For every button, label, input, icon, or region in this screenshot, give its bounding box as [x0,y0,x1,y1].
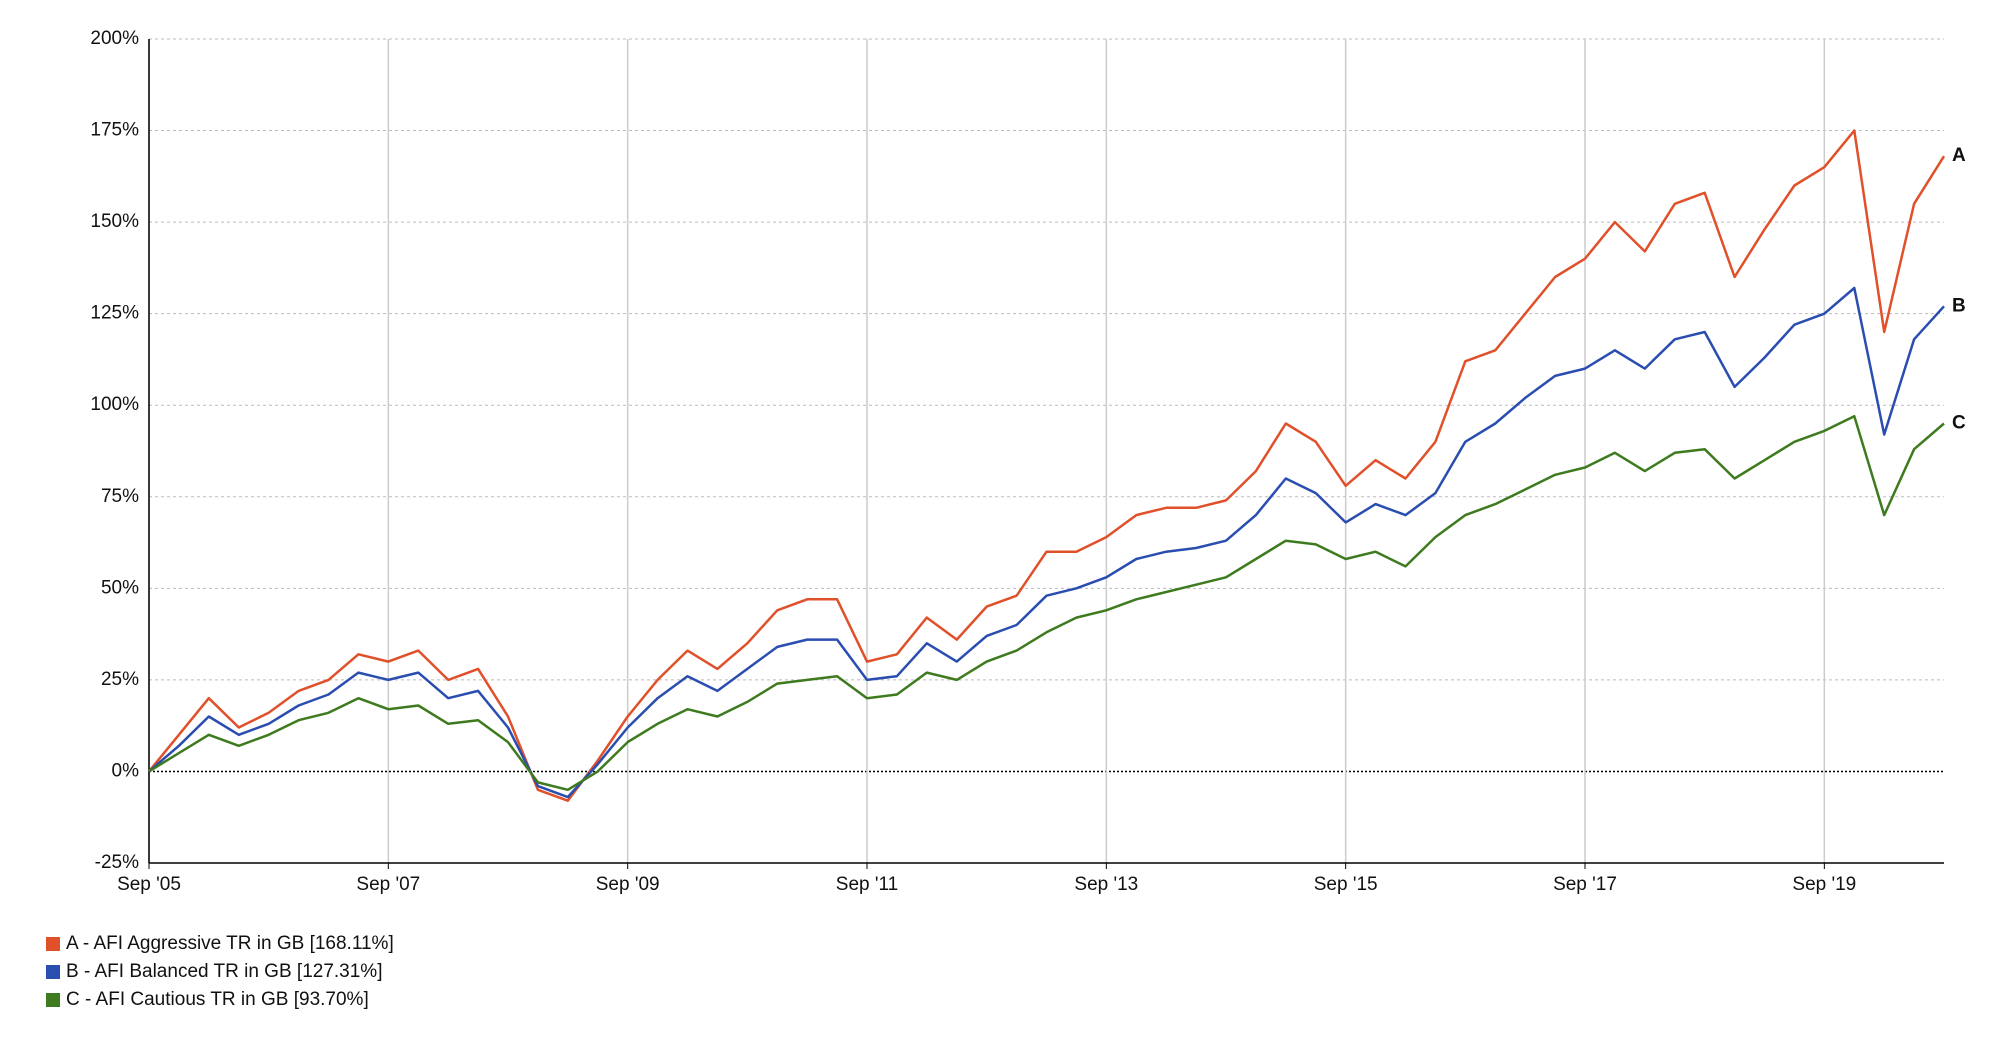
legend-swatch [46,965,60,979]
y-tick-label: 25% [101,669,139,690]
x-tick-label: Sep '13 [1074,874,1138,895]
x-tick-label: Sep '07 [356,874,420,895]
y-tick-label: 100% [90,394,139,415]
y-tick-label: 50% [101,577,139,598]
series-tag: B [1952,295,1966,316]
legend-label: A - AFI Aggressive TR in GB [168.11%] [66,933,394,954]
y-tick-label: 0% [112,760,140,781]
y-tick-label: 150% [90,211,139,232]
y-tick-label: 200% [90,28,139,49]
legend-label: C - AFI Cautious TR in GB [93.70%] [66,989,369,1010]
series-line [148,129,1946,802]
y-tick-label: 125% [90,303,139,324]
series-tag: C [1952,413,1966,434]
x-tick-label: Sep '17 [1553,874,1617,895]
legend-swatch [46,993,60,1007]
x-tick-label: Sep '05 [117,874,181,895]
series-tag: A [1952,145,1966,166]
x-tick-label: Sep '19 [1792,874,1856,895]
x-tick-label: Sep '09 [596,874,660,895]
series-line [148,286,1945,799]
y-tick-label: 75% [101,486,139,507]
y-tick-label: -25% [95,852,139,873]
legend-swatch [46,937,60,951]
y-tick-label: 175% [90,120,139,141]
series-line [148,414,1945,792]
legend-label: B - AFI Balanced TR in GB [127.31%] [66,961,382,982]
x-tick-label: Sep '11 [836,874,898,895]
x-tick-label: Sep '15 [1314,874,1378,895]
